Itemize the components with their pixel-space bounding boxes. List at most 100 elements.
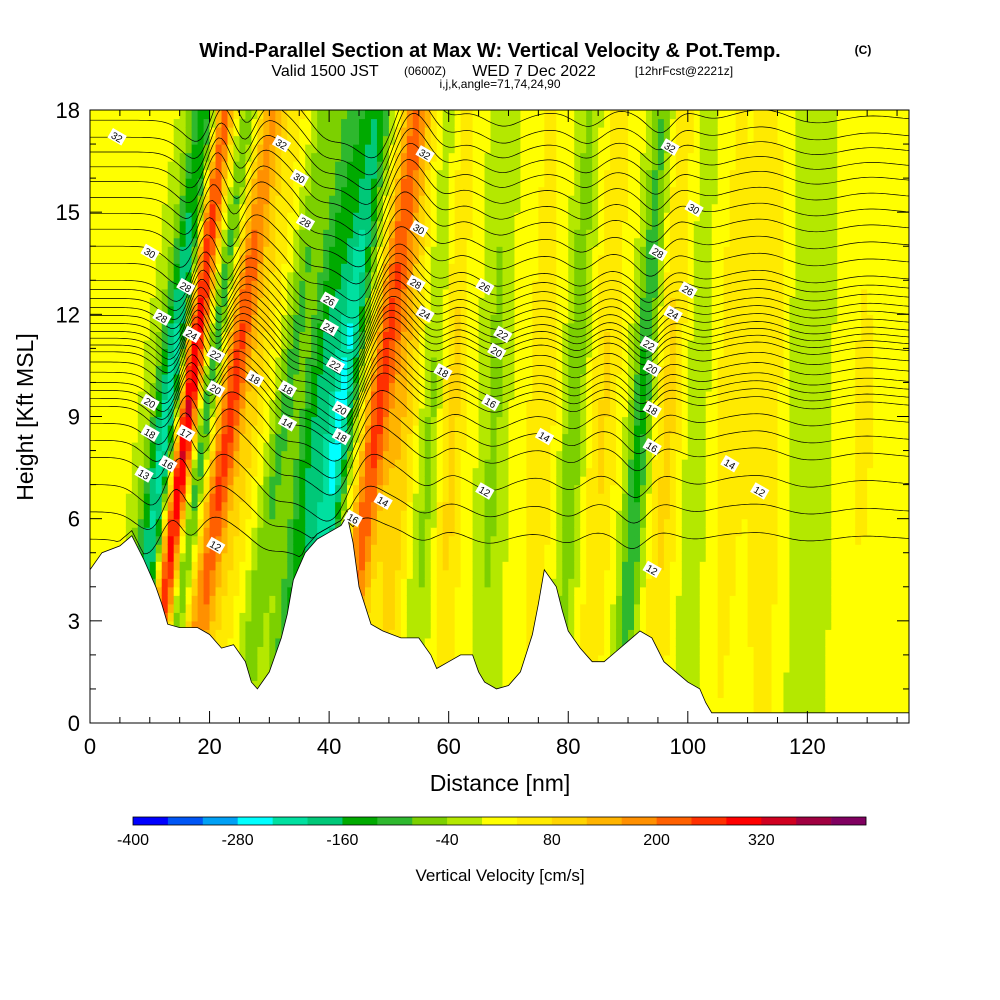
w-cell	[490, 237, 498, 247]
w-cell	[233, 476, 241, 486]
w-cell	[269, 237, 276, 247]
w-cell	[125, 476, 133, 486]
w-cell	[221, 501, 229, 511]
w-cell	[269, 493, 276, 503]
w-cell	[460, 476, 468, 486]
w-cell	[341, 442, 348, 452]
w-cell	[95, 169, 103, 179]
w-cell	[370, 603, 378, 613]
w-cell	[233, 595, 241, 605]
w-cell	[149, 135, 157, 145]
w-cell	[412, 407, 420, 418]
w-cell	[209, 322, 217, 332]
w-cell	[119, 442, 127, 452]
w-cell	[101, 144, 109, 154]
w-cell	[209, 552, 217, 562]
w-cell	[323, 220, 330, 230]
w-cell	[430, 407, 438, 418]
w-cell	[478, 288, 486, 298]
w-cell	[209, 578, 217, 588]
w-cell	[137, 365, 145, 375]
w-cell	[119, 348, 127, 358]
w-cell	[251, 629, 258, 639]
w-cell	[239, 586, 247, 596]
w-cell	[394, 135, 402, 145]
w-cell	[269, 127, 276, 137]
w-cell	[90, 399, 97, 409]
w-cell	[359, 459, 366, 469]
w-cell	[323, 237, 330, 247]
w-cell	[101, 425, 109, 435]
w-cell	[191, 476, 199, 486]
w-cell	[161, 348, 169, 358]
w-cell	[287, 450, 294, 460]
w-cell	[436, 288, 444, 298]
w-cell	[329, 459, 336, 469]
w-cell	[448, 569, 456, 579]
w-cell	[382, 220, 390, 230]
w-cell	[299, 467, 306, 477]
w-cell	[149, 212, 157, 222]
w-cell	[394, 595, 402, 605]
w-cell	[203, 450, 211, 460]
w-cell	[359, 476, 366, 486]
w-cell	[311, 161, 318, 171]
w-cell	[311, 433, 318, 443]
w-cell	[209, 161, 217, 171]
w-cell	[173, 476, 181, 486]
w-cell	[287, 203, 294, 213]
w-cell	[448, 586, 456, 596]
w-cell	[251, 603, 258, 613]
w-cell	[400, 382, 408, 392]
w-cell	[442, 382, 450, 392]
w-cell	[472, 544, 480, 554]
w-cell	[329, 518, 336, 528]
w-cell	[167, 407, 175, 418]
w-cell	[370, 476, 378, 486]
w-cell	[107, 297, 115, 307]
w-cell	[143, 118, 151, 128]
w-cell	[364, 118, 372, 128]
w-cell	[424, 229, 432, 239]
w-cell	[490, 220, 498, 230]
w-cell	[263, 195, 270, 205]
w-cell	[251, 237, 258, 247]
w-cell	[484, 110, 492, 120]
w-cell	[173, 552, 181, 562]
w-cell	[359, 501, 366, 511]
w-cell	[424, 501, 432, 511]
w-cell	[233, 612, 241, 622]
w-cell	[191, 373, 199, 384]
w-cell	[364, 263, 372, 273]
w-cell	[460, 373, 468, 384]
w-cell	[149, 390, 157, 401]
w-cell	[460, 603, 468, 613]
w-cell	[472, 144, 480, 154]
w-cell	[131, 382, 139, 392]
w-cell	[95, 348, 103, 358]
w-cell	[424, 612, 432, 622]
w-cell	[209, 612, 217, 622]
w-cell	[341, 246, 348, 256]
w-cell	[269, 637, 276, 647]
w-cell	[311, 425, 318, 435]
w-cell	[472, 578, 480, 588]
w-cell	[311, 390, 318, 401]
w-cell	[442, 578, 450, 588]
w-cell	[203, 118, 211, 128]
w-cell	[478, 501, 486, 511]
w-cell	[430, 620, 438, 630]
w-cell	[281, 552, 288, 562]
w-cell	[466, 382, 474, 392]
w-cell	[317, 237, 324, 247]
w-cell	[388, 595, 396, 605]
w-cell	[167, 603, 175, 613]
w-cell	[257, 144, 264, 154]
w-cell	[299, 544, 306, 554]
w-cell	[95, 518, 103, 528]
w-cell	[448, 612, 456, 622]
w-cell	[484, 135, 492, 145]
w-cell	[305, 314, 312, 324]
w-cell	[370, 135, 378, 145]
w-cell	[239, 416, 247, 426]
